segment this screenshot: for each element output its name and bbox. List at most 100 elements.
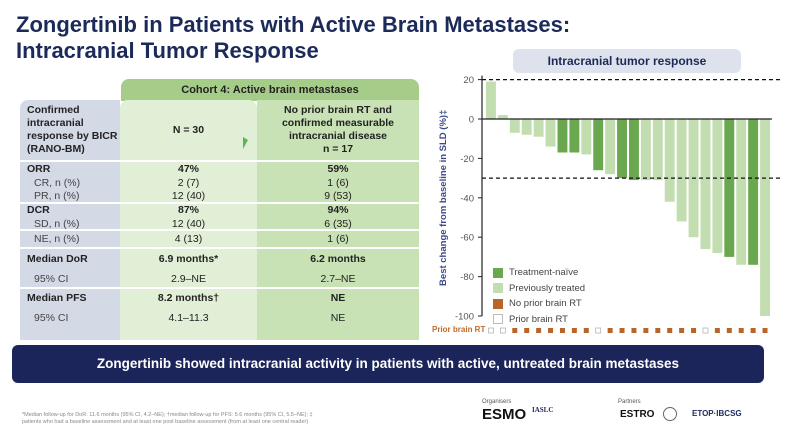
partner-star-logo-icon xyxy=(663,407,677,421)
footnote-line: patients who had a baseline assessment a… xyxy=(22,419,309,425)
legend-item: Previously treated xyxy=(493,281,585,297)
row-label: 95% CI xyxy=(34,273,69,285)
bar xyxy=(486,81,496,119)
table-row: DCR 87% 94% xyxy=(20,203,419,217)
cohort-header: Cohort 4: Active brain metastases xyxy=(121,79,419,101)
divider xyxy=(20,160,419,162)
bar xyxy=(676,119,687,222)
bar xyxy=(736,119,747,265)
prior-rt-marker xyxy=(571,328,577,333)
y-tick-label: -40 xyxy=(460,193,474,204)
cell-n17: NE xyxy=(330,312,346,324)
prior-rt-marker xyxy=(691,328,697,333)
bar xyxy=(664,119,675,202)
prior-rt-marker xyxy=(702,327,709,334)
divider xyxy=(20,247,419,249)
col-b-header-line: No prior brain RT and xyxy=(284,104,392,116)
col-b-header-line: n = 17 xyxy=(322,143,354,155)
divider xyxy=(20,229,419,231)
divider xyxy=(20,287,419,289)
table-row: Median PFS 8.2 months† NE xyxy=(20,288,419,308)
cell-n30: 4 (13) xyxy=(174,233,203,245)
cell-n17: 2.7–NE xyxy=(320,273,356,285)
bar xyxy=(497,115,508,119)
cell-n17: 9 (53) xyxy=(324,190,352,202)
prior-rt-marker xyxy=(595,327,602,334)
cell-n30: 2.9–NE xyxy=(170,273,207,285)
prior-rt-marker xyxy=(512,328,518,333)
prior-rt-marker xyxy=(524,328,530,333)
bar xyxy=(569,119,580,153)
y-tick-label: -100 xyxy=(455,312,474,323)
row-label: DCR xyxy=(27,204,50,216)
legend-label: Previously treated xyxy=(509,282,586,294)
row-header: Confirmed intracranial response by BICR … xyxy=(27,104,118,155)
legend-swatch xyxy=(493,298,503,309)
bar xyxy=(700,119,711,250)
legend-swatch xyxy=(493,314,503,325)
prior-rt-marker xyxy=(500,327,506,334)
organisers-label: Organisers xyxy=(482,399,512,405)
bar xyxy=(509,119,520,133)
mouse-cursor-icon xyxy=(243,137,248,149)
legend-item: No prior brain RT xyxy=(493,296,585,312)
bar xyxy=(533,119,544,137)
cell-n30: 87% xyxy=(177,204,199,216)
col-b-header-line: intracranial disease xyxy=(288,130,388,142)
prior-rt-marker xyxy=(559,328,565,333)
table-row: SD, n (%) 12 (40) 6 (35) xyxy=(20,217,419,230)
partners-label: Partners xyxy=(618,399,641,405)
prior-rt-marker xyxy=(548,328,554,333)
bar xyxy=(545,119,556,147)
cell-n30: 47% xyxy=(177,163,199,175)
row-label: SD, n (%) xyxy=(34,217,80,230)
prior-rt-marker xyxy=(619,328,625,333)
cell-n30: 6.9 months* xyxy=(158,253,219,265)
chart-title: Intracranial tumor response xyxy=(513,49,741,73)
row-label: ORR xyxy=(27,163,51,175)
bar xyxy=(760,119,770,316)
footnotes: *Median follow-up for DoR: 11.6 months (… xyxy=(22,412,313,426)
legend-item: Treatment-naïve xyxy=(493,265,585,281)
table-row: ORR 47% 59% xyxy=(20,162,419,176)
bar xyxy=(605,119,616,175)
row-label: Median DoR xyxy=(27,253,88,265)
prior-rt-marker xyxy=(679,328,685,333)
cell-n30: 8.2 months† xyxy=(157,292,220,304)
n30-column-bg xyxy=(120,100,257,340)
prior-rt-marker xyxy=(631,328,637,333)
legend-swatch xyxy=(493,283,503,294)
bar xyxy=(521,119,532,135)
bar xyxy=(557,119,568,153)
legend-label: Prior brain RT xyxy=(509,313,568,325)
prior-rt-marker xyxy=(750,328,756,333)
iaslc-logo: IASLC xyxy=(532,406,554,414)
cell-n17: 6.2 months xyxy=(310,253,366,265)
y-tick-label: -60 xyxy=(460,233,474,244)
estro-logo: ESTRO xyxy=(620,409,655,420)
table-row: 95% CI 4.1–11.3 NE xyxy=(20,308,419,328)
bar xyxy=(593,119,604,171)
cell-n30: 12 (40) xyxy=(171,190,206,202)
row-label: NE, n (%) xyxy=(34,233,80,245)
prior-rt-marker xyxy=(536,328,542,333)
title-line-2: Intracranial Tumor Response xyxy=(16,38,319,63)
col-b-header: No prior brain RT and confirmed measurab… xyxy=(257,100,419,160)
col-b-header-line: confirmed measurable xyxy=(281,117,395,129)
bar xyxy=(581,119,592,155)
cell-n17: 1 (6) xyxy=(327,233,349,245)
row-label: PR, n (%) xyxy=(34,190,80,202)
chart-legend: Treatment-naïve Previously treated No prio… xyxy=(493,265,585,327)
row-label: 95% CI xyxy=(34,312,69,324)
footnote-line: *Median follow-up for DoR: 11.6 months (… xyxy=(22,412,313,418)
prior-rt-marker xyxy=(488,327,494,334)
cell-n17: NE xyxy=(330,292,346,304)
divider xyxy=(20,202,419,204)
bar xyxy=(640,119,651,181)
cell-n17: 1 (6) xyxy=(327,176,349,189)
y-tick-label: -80 xyxy=(460,272,474,283)
col-a-header: N = 30 xyxy=(172,123,205,136)
prior-rt-marker xyxy=(762,328,768,333)
bar xyxy=(652,119,663,181)
legend-item: Prior brain RT xyxy=(493,312,585,328)
